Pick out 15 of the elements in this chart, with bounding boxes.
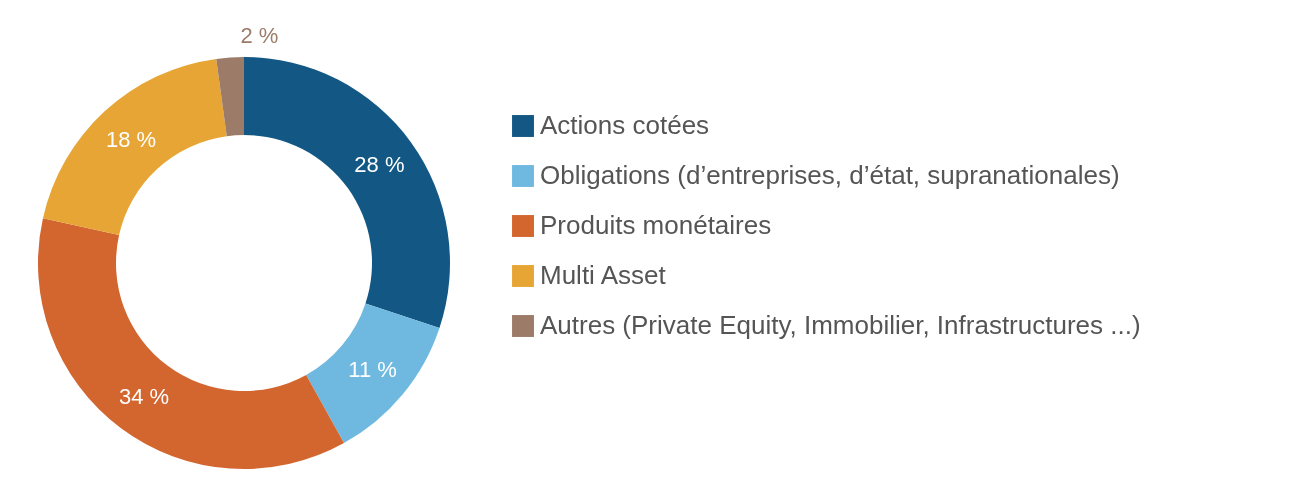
legend-label: Actions cotées [540, 110, 710, 140]
data-label: 34 % [118, 383, 170, 409]
legend-label: Multi Asset [540, 260, 667, 290]
donut-slice [216, 57, 244, 137]
legend-label: Autres (Private Equity, Immobilier, Infrastructures ...) [540, 310, 1141, 340]
data-label: 2 % [240, 22, 279, 48]
legend-label: Produits monétaires [540, 210, 772, 240]
donut-slice [42, 58, 227, 236]
donut-slice [38, 218, 344, 469]
donut-slice [244, 57, 450, 328]
data-label: 18 % [105, 127, 157, 153]
data-label: 11 % [348, 356, 397, 382]
legend-label: Obligations (d’entreprises, d’état, supranationales) [540, 160, 1120, 190]
donut-slice [306, 303, 440, 444]
data-label: 28 % [354, 152, 405, 178]
